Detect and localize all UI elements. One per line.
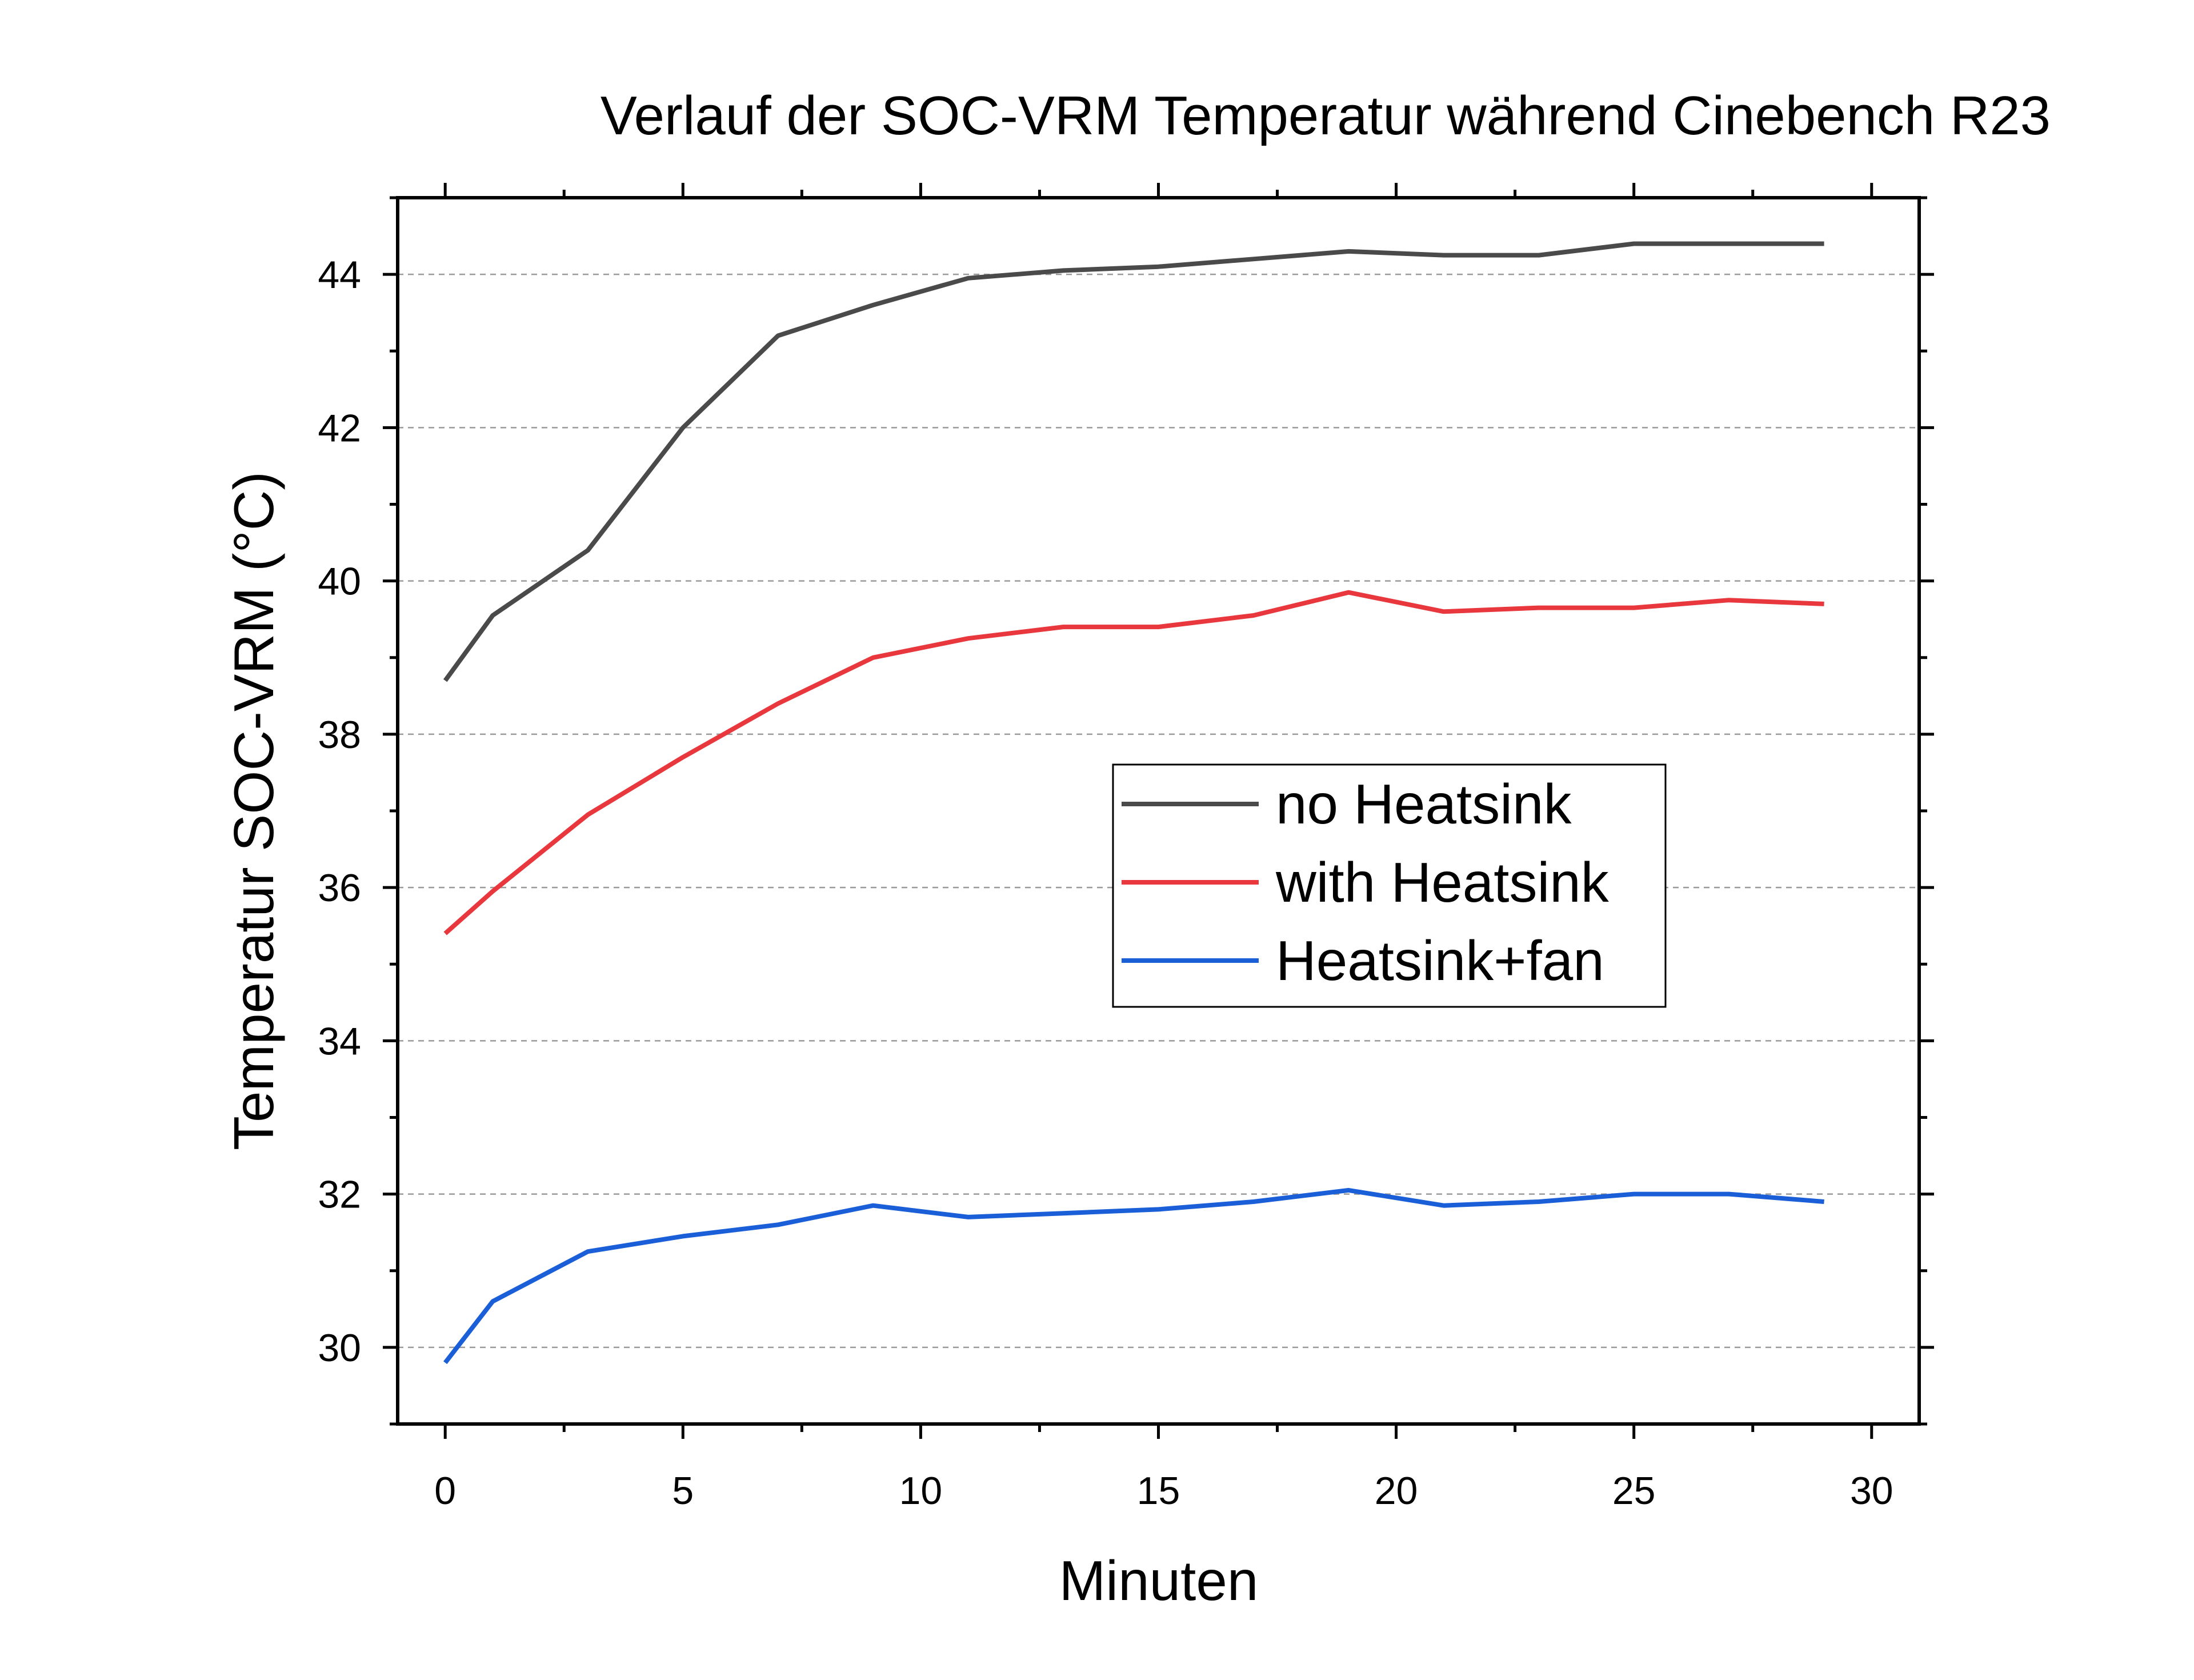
y-axis-ticks: 30 32 34 36 38 40 42 44 xyxy=(318,196,1934,1426)
x-tick-label-30: 30 xyxy=(1850,1469,1893,1513)
x-tick-label-20: 20 xyxy=(1375,1469,1418,1513)
series-line-with-heatsink xyxy=(443,590,1824,935)
legend-label-with-heatsink: with Heatsink xyxy=(1275,851,1610,914)
y-tick-label-38: 38 xyxy=(318,713,361,757)
series-line-no-heatsink xyxy=(443,241,1824,682)
y-tick-label-40: 40 xyxy=(318,560,361,603)
x-tick-label-15: 15 xyxy=(1137,1469,1180,1513)
x-tick-label-25: 25 xyxy=(1612,1469,1656,1513)
x-tick-label-0: 0 xyxy=(434,1469,456,1513)
x-axis-ticks: 0 5 10 15 20 25 30 xyxy=(434,183,1893,1513)
y-tick-label-32: 32 xyxy=(318,1173,361,1217)
x-tick-label-5: 5 xyxy=(672,1469,694,1513)
y-tick-label-44: 44 xyxy=(318,253,361,297)
y-tick-label-30: 30 xyxy=(318,1326,361,1370)
series-line-heatsink-fan xyxy=(443,1187,1824,1365)
chart-title: Verlauf der SOC-VRM Temperatur während C… xyxy=(600,85,2051,146)
y-tick-label-34: 34 xyxy=(318,1019,361,1063)
legend-label-heatsink-fan: Heatsink+fan xyxy=(1276,929,1604,992)
legend-label-no-heatsink: no Heatsink xyxy=(1276,773,1572,835)
y-tick-label-36: 36 xyxy=(318,866,361,910)
legend: no Heatsink with Heatsink Heatsink+fan xyxy=(1112,763,1667,1008)
x-tick-label-10: 10 xyxy=(899,1469,943,1513)
series-lines xyxy=(443,241,1824,1365)
x-axis-label: Minuten xyxy=(1059,1549,1259,1612)
y-axis-label: Temperatur SOC-VRM (°C) xyxy=(222,471,285,1150)
y-tick-label-42: 42 xyxy=(318,406,361,450)
